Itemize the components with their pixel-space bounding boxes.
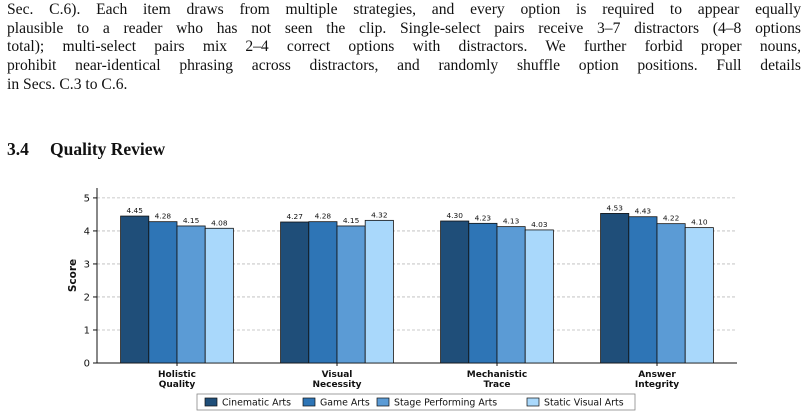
- bar: [496, 226, 526, 364]
- x-category-label: Mechanistic: [467, 370, 527, 380]
- bar-value-label: 4.10: [691, 218, 708, 227]
- body-paragraph: Sec. C.6). Each item draws from multiple…: [7, 1, 801, 95]
- bar: [120, 215, 150, 364]
- bar: [628, 216, 658, 364]
- bar-value-label: 4.28: [155, 212, 172, 221]
- bar-value-label: 4.15: [183, 216, 200, 225]
- bar: [308, 221, 338, 364]
- y-axis-label: Score: [67, 259, 79, 292]
- bar-value-label: 4.03: [531, 220, 548, 229]
- bar: [524, 229, 554, 364]
- bar: [440, 220, 470, 364]
- legend-swatch: [526, 397, 540, 407]
- x-category-label: Necessity: [312, 380, 361, 390]
- y-tick-label: 4: [84, 226, 90, 237]
- x-category-label: Visual: [322, 370, 353, 380]
- legend-swatch: [204, 397, 218, 407]
- y-tick-label: 3: [84, 259, 90, 270]
- paragraph-line: in Secs. C.3 to C.6.: [7, 75, 128, 93]
- bar-value-label: 4.23: [475, 213, 492, 222]
- bar-value-label: 4.32: [371, 210, 387, 219]
- bar-value-label: 4.08: [211, 218, 228, 227]
- x-category-label: Integrity: [635, 380, 679, 390]
- section-title: Quality Review: [50, 139, 166, 159]
- x-category-label: Holistic: [158, 370, 196, 380]
- bar: [468, 222, 498, 364]
- bar-value-label: 4.43: [635, 207, 652, 216]
- legend-label: Static Visual Arts: [544, 398, 624, 409]
- bar: [684, 227, 714, 364]
- y-tick-label: 0: [84, 359, 90, 370]
- section-number: 3.4: [7, 139, 29, 159]
- bar: [148, 221, 178, 364]
- bar: [336, 225, 366, 364]
- bar: [600, 213, 630, 364]
- legend-label: Stage Performing Arts: [394, 398, 497, 409]
- legend-label: Game Arts: [320, 398, 370, 409]
- paragraph-line: plausible to a reader who has not seen t…: [7, 19, 801, 37]
- bar: [280, 221, 310, 364]
- bar: [364, 219, 394, 364]
- legend-label: Cinematic Arts: [222, 398, 291, 409]
- x-category-label: Quality: [159, 380, 196, 390]
- bar-value-label: 4.22: [663, 214, 679, 223]
- section-heading: 3.4 Quality Review: [7, 139, 165, 160]
- bar-value-label: 4.28: [315, 212, 332, 221]
- bar: [656, 223, 686, 364]
- bar-value-label: 4.30: [446, 211, 463, 220]
- legend-swatch: [376, 397, 390, 407]
- paragraph-line: total); multi-select pairs mix 2–4 corre…: [7, 38, 801, 56]
- paragraph-line: prohibit near-identical phrasing across …: [7, 57, 801, 75]
- bar: [204, 227, 234, 364]
- legend-swatch: [302, 397, 316, 407]
- bar-value-label: 4.45: [126, 206, 143, 215]
- bar-value-label: 4.53: [606, 203, 623, 212]
- y-tick-label: 5: [84, 193, 90, 204]
- x-category-label: Answer: [638, 370, 676, 380]
- x-category-label: Trace: [483, 380, 510, 390]
- y-tick-label: 2: [84, 292, 90, 303]
- y-tick-label: 1: [84, 325, 90, 336]
- bar-value-label: 4.27: [286, 212, 303, 221]
- bar-value-label: 4.13: [503, 217, 520, 226]
- paragraph-line: Sec. C.6). Each item draws from multiple…: [7, 1, 801, 18]
- bar: [176, 225, 206, 364]
- bar-value-label: 4.15: [343, 216, 360, 225]
